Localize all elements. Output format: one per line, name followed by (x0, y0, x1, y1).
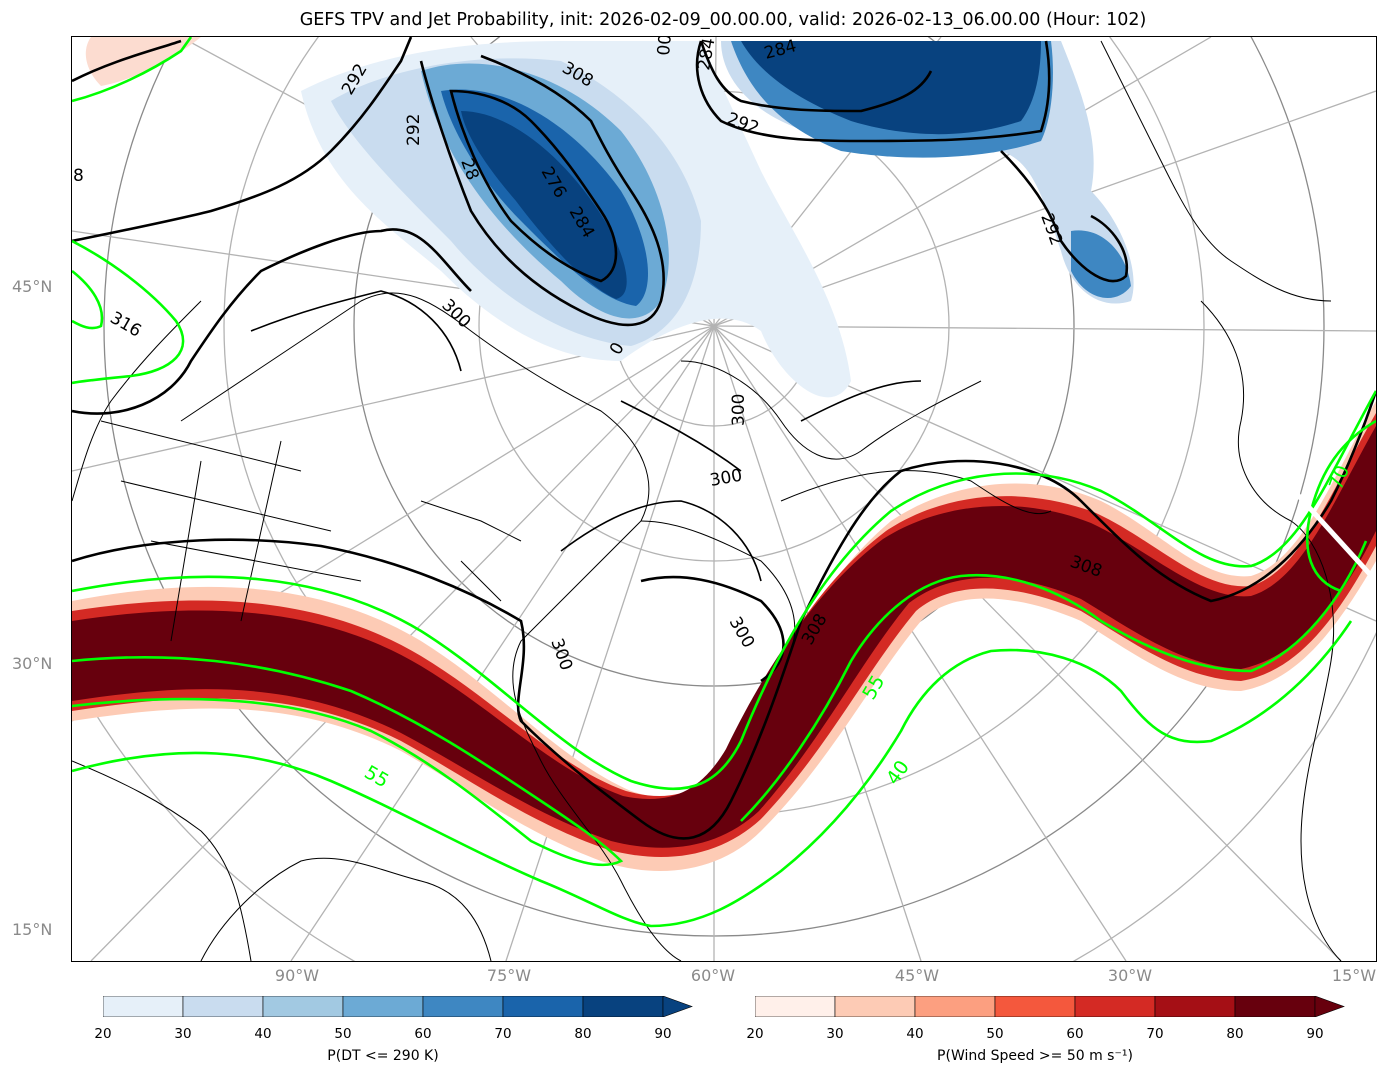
wind-contours (72, 37, 1376, 928)
cbar-jet-tick: 20 (746, 1026, 764, 1042)
cbar-tpv-tick: 90 (654, 1026, 672, 1042)
lon-label-90w: 90°W (274, 966, 320, 985)
cbar-tpv-label: P(DT <= 290 K) (327, 1048, 439, 1064)
cbar-tpv-tick: 50 (334, 1026, 352, 1042)
theta-contours-thin (250, 290, 922, 582)
lat-label-45n: 45°N (12, 277, 53, 296)
map-panel[interactable]: 292 308 00 284 284 292 292 292 28 276 28… (71, 36, 1377, 962)
lon-label-30w: 30°W (1107, 966, 1153, 985)
theta-label: 292 (404, 114, 424, 146)
map-canvas: 292 308 00 284 284 292 292 292 28 276 28… (72, 37, 1376, 961)
cbar-jet-tick: 30 (826, 1026, 844, 1042)
cbar-jet-tick: 80 (1226, 1026, 1244, 1042)
theta-label: 300 (729, 394, 749, 426)
theta-label: 300 (725, 614, 759, 652)
theta-label: 316 (107, 308, 145, 342)
theta-label: 300 (546, 636, 576, 673)
cbar-jet-tick: 70 (1146, 1026, 1164, 1042)
cbar-tpv-tick: 20 (94, 1026, 112, 1042)
cbar-jet-tick: 90 (1306, 1026, 1324, 1042)
cbar-jet-tick: 50 (986, 1026, 1004, 1042)
cbar-jet-label: P(Wind Speed >= 50 m s⁻¹) (937, 1048, 1133, 1064)
cbar-tpv-tick: 80 (574, 1026, 592, 1042)
cbar-tpv-tick: 70 (494, 1026, 512, 1042)
theta-contours (72, 37, 1376, 840)
lat-label-15n: 15°N (12, 920, 53, 939)
theta-label: 300 (708, 466, 743, 491)
jet-probability-fill (72, 401, 1376, 871)
white-line (1274, 469, 1376, 583)
colorbar-jet (755, 996, 1345, 1017)
theta-label: 300 (437, 295, 474, 332)
cbar-jet-tick: 60 (1066, 1026, 1084, 1042)
lon-label-45w: 45°W (894, 966, 940, 985)
cbar-tpv-tick: 30 (174, 1026, 192, 1042)
theta-label: 00 (654, 37, 676, 56)
coastlines (72, 40, 1342, 961)
colorbar-tpv (103, 996, 693, 1017)
lon-label-15w: 15°W (1331, 966, 1377, 985)
lon-label-60w: 60°W (690, 966, 736, 985)
lat-label-30n: 30°N (12, 654, 53, 673)
wind-label: 55 (361, 761, 393, 792)
cbar-tpv-tick: 60 (414, 1026, 432, 1042)
cbar-tpv-tick: 40 (254, 1026, 272, 1042)
map-title: GEFS TPV and Jet Probability, init: 2026… (299, 10, 1147, 30)
lon-label-75w: 75°W (486, 966, 532, 985)
cbar-jet-tick: 40 (906, 1026, 924, 1042)
theta-label: 8 (73, 166, 84, 186)
